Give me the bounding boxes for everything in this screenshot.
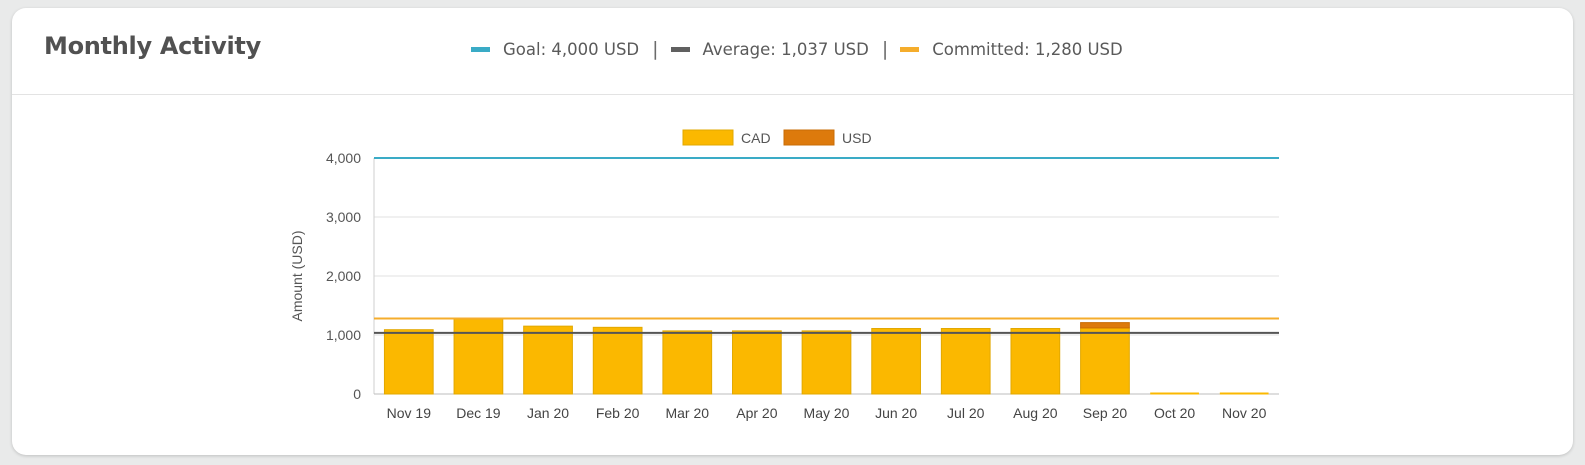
legend-swatch-cad <box>682 129 734 146</box>
x-tick-label: Nov 20 <box>1222 405 1267 421</box>
chart-area: 0 1,000 2,000 3,000 4,000 Amount (USD) Nov 19 D… <box>12 95 1573 455</box>
bar-cad <box>940 328 991 395</box>
bar-cad <box>801 330 852 395</box>
committed-swatch-icon <box>900 46 920 52</box>
average-summary: Average: 1,037 USD <box>670 39 869 59</box>
bar-cad <box>662 330 713 395</box>
average-label: Average: 1,037 USD <box>702 39 869 59</box>
x-tick-label: Oct 20 <box>1154 405 1195 421</box>
x-tick-label: Jul 20 <box>947 405 985 421</box>
bar-cad <box>1010 328 1061 395</box>
x-tick-label: Jun 20 <box>875 405 917 421</box>
x-tick-label: Aug 20 <box>1013 405 1058 421</box>
card-title: Monthly Activity <box>44 32 261 60</box>
monthly-activity-card: Monthly Activity Goal: 4,000 USD | Avera… <box>12 8 1573 455</box>
x-tick-label: Apr 20 <box>736 405 777 421</box>
goal-summary: Goal: 4,000 USD <box>471 40 639 59</box>
average-swatch-icon <box>670 46 690 52</box>
x-tick-label: Mar 20 <box>665 405 709 421</box>
bar-cad <box>1080 327 1130 395</box>
bar-cad <box>1150 392 1199 395</box>
bar-cad <box>453 318 504 395</box>
y-tick-label: 4,000 <box>326 150 361 166</box>
committed-summary: Committed: 1,280 USD <box>900 39 1123 59</box>
goal-label: Goal: 4,000 USD <box>503 39 640 59</box>
goal-swatch-icon <box>471 46 490 52</box>
x-tick-label: Jan 20 <box>527 405 569 421</box>
y-tick-label: 0 <box>353 386 361 402</box>
bar-cad <box>871 328 921 395</box>
legend-label-usd: USD <box>842 130 872 146</box>
summary-separator: | <box>652 38 659 60</box>
y-tick-label: 3,000 <box>326 209 361 225</box>
summary-legend: Goal: 4,000 USD | Average: 1,037 USD | C… <box>471 38 1123 60</box>
bar-cad <box>1219 392 1269 395</box>
x-tick-label: Feb 20 <box>596 405 640 421</box>
y-axis-label: Amount (USD) <box>289 230 305 321</box>
x-tick-label: Sep 20 <box>1083 405 1128 421</box>
bar-cad <box>383 329 434 395</box>
bar-cad <box>592 326 643 395</box>
legend-label-cad: CAD <box>741 130 771 146</box>
legend-swatch-usd <box>783 129 835 146</box>
x-tick-label: Nov 19 <box>387 405 432 421</box>
bar-usd <box>1080 322 1130 329</box>
y-tick-label: 2,000 <box>326 268 361 284</box>
y-tick-label: 1,000 <box>326 327 361 343</box>
x-tick-label: Dec 19 <box>456 405 501 421</box>
bar-cad <box>732 330 782 395</box>
card-header: Monthly Activity Goal: 4,000 USD | Avera… <box>12 8 1573 95</box>
committed-label: Committed: 1,280 USD <box>932 39 1123 59</box>
monthly-activity-chart: 0 1,000 2,000 3,000 4,000 Amount (USD) Nov 19 D… <box>289 129 1279 421</box>
x-tick-label: May 20 <box>804 405 850 421</box>
summary-separator: | <box>881 38 889 60</box>
bar-cad <box>523 325 573 395</box>
